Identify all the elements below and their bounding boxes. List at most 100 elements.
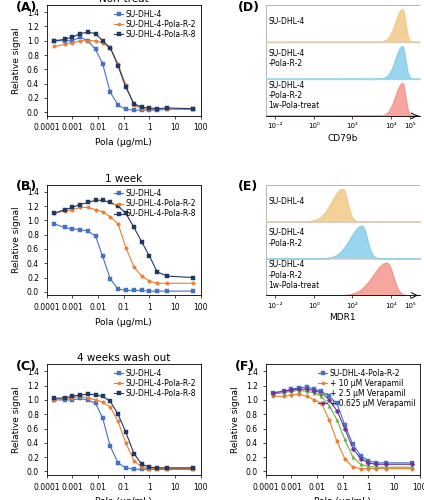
SU-DHL-4 (131, 107, 137, 113)
SU-DHL-4-Pola-R-8 (108, 398, 113, 404)
SU-DHL-4 (139, 107, 144, 113)
SU-DHL-4 (115, 286, 120, 292)
SU-DHL-4-Pola-R-2 (312, 386, 317, 392)
SU-DHL-4-Pola-R-2 (85, 38, 90, 44)
+ 0.625 μM Verapamil (366, 460, 371, 466)
SU-DHL-4-Pola-R-8 (131, 224, 137, 230)
SU-DHL-4 (70, 38, 75, 44)
SU-DHL-4-Pola-R-2 (62, 42, 67, 48)
+ 2.5 μM Verapamil (410, 464, 415, 470)
SU-DHL-4-Pola-R-2 (70, 40, 75, 46)
SU-DHL-4-Pola-R-2 (78, 394, 83, 400)
SU-DHL-4-Pola-R-8 (147, 253, 152, 259)
SU-DHL-4-Pola-R-2 (123, 440, 128, 446)
SU-DHL-4-Pola-R-8 (62, 395, 67, 401)
SU-DHL-4-Pola-R-2 (281, 388, 286, 394)
+ 2.5 μM Verapamil (326, 402, 332, 408)
SU-DHL-4-Pola-R-8 (52, 38, 57, 44)
+ 10 μM Verapamil (281, 394, 286, 400)
SU-DHL-4-Pola-R-2 (52, 397, 57, 403)
SU-DHL-4 (115, 102, 120, 108)
SU-DHL-4-Pola-R-2 (190, 280, 195, 286)
SU-DHL-4-Pola-R-2 (358, 452, 363, 458)
SU-DHL-4-Pola-R-8 (70, 34, 75, 40)
+ 10 μM Verapamil (374, 466, 379, 471)
Legend: SU-DHL-4, SU-DHL-4-Pola-R-2, SU-DHL-4-Pola-R-8: SU-DHL-4, SU-DHL-4-Pola-R-2, SU-DHL-4-Po… (114, 368, 197, 399)
SU-DHL-4-Pola-R-2 (342, 422, 347, 428)
SU-DHL-4-Pola-R-2 (147, 106, 152, 112)
SU-DHL-4 (70, 226, 75, 232)
+ 10 μM Verapamil (335, 438, 340, 444)
SU-DHL-4-Pola-R-8 (147, 464, 152, 470)
Line: SU-DHL-4-Pola-R-8: SU-DHL-4-Pola-R-8 (53, 392, 195, 469)
+ 10 μM Verapamil (271, 394, 276, 400)
SU-DHL-4 (165, 466, 170, 472)
+ 0.625 μM Verapamil (319, 390, 324, 396)
+ 2.5 μM Verapamil (342, 436, 347, 442)
SU-DHL-4-Pola-R-8 (131, 450, 137, 456)
+ 10 μM Verapamil (384, 466, 389, 471)
Line: SU-DHL-4-Pola-R-8: SU-DHL-4-Pola-R-8 (53, 30, 195, 110)
SU-DHL-4-Pola-R-2 (62, 208, 67, 214)
SU-DHL-4 (100, 253, 105, 259)
SU-DHL-4-Pola-R-2 (139, 464, 144, 470)
SU-DHL-4-Pola-R-2 (147, 466, 152, 471)
Title: 1 week: 1 week (105, 174, 142, 184)
SU-DHL-4-Pola-R-2 (78, 38, 83, 44)
Title: 4 weeks wash out: 4 weeks wash out (77, 354, 170, 364)
SU-DHL-4-Pola-R-2 (155, 466, 160, 471)
SU-DHL-4-Pola-R-2 (165, 106, 170, 112)
+ 0.625 μM Verapamil (312, 388, 317, 394)
SU-DHL-4 (190, 288, 195, 294)
+ 2.5 μM Verapamil (319, 394, 324, 400)
SU-DHL-4-Pola-R-8 (123, 84, 128, 90)
SU-DHL-4 (100, 415, 105, 421)
SU-DHL-4 (93, 400, 98, 406)
Text: (C): (C) (16, 360, 37, 372)
SU-DHL-4 (139, 466, 144, 472)
SU-DHL-4 (100, 60, 105, 66)
Line: + 2.5 μM Verapamil: + 2.5 μM Verapamil (272, 389, 414, 469)
SU-DHL-4-Pola-R-2 (85, 395, 90, 401)
SU-DHL-4-Pola-R-8 (93, 392, 98, 398)
+ 10 μM Verapamil (410, 466, 415, 471)
SU-DHL-4-Pola-R-8 (93, 30, 98, 36)
SU-DHL-4-Pola-R-2 (155, 106, 160, 112)
SU-DHL-4 (165, 288, 170, 294)
+ 0.625 μM Verapamil (410, 462, 415, 468)
SU-DHL-4-Pola-R-8 (70, 204, 75, 210)
SU-DHL-4-Pola-R-8 (115, 63, 120, 69)
SU-DHL-4-Pola-R-2 (165, 280, 170, 286)
SU-DHL-4 (123, 465, 128, 471)
SU-DHL-4 (70, 397, 75, 403)
SU-DHL-4-Pola-R-8 (123, 429, 128, 435)
SU-DHL-4-Pola-R-2 (108, 45, 113, 51)
SU-DHL-4-Pola-R-8 (62, 36, 67, 43)
SU-DHL-4 (139, 288, 144, 294)
SU-DHL-4-Pola-R-8 (108, 200, 113, 205)
+ 10 μM Verapamil (312, 397, 317, 403)
SU-DHL-4 (52, 221, 57, 227)
+ 2.5 μM Verapamil (281, 390, 286, 396)
SU-DHL-4-Pola-R-2 (147, 278, 152, 284)
SU-DHL-4 (93, 233, 98, 239)
SU-DHL-4-Pola-R-8 (78, 392, 83, 398)
Y-axis label: Relative signal: Relative signal (231, 386, 240, 453)
+ 2.5 μM Verapamil (312, 390, 317, 396)
+ 10 μM Verapamil (289, 392, 294, 398)
Line: + 10 μM Verapamil: + 10 μM Verapamil (272, 392, 414, 470)
SU-DHL-4 (155, 466, 160, 472)
SU-DHL-4-Pola-R-2 (139, 273, 144, 279)
SU-DHL-4-Pola-R-2 (123, 82, 128, 88)
Title: Non-treat: Non-treat (99, 0, 148, 4)
SU-DHL-4-Pola-R-8 (165, 105, 170, 111)
+ 0.625 μM Verapamil (326, 397, 332, 403)
Line: SU-DHL-4: SU-DHL-4 (53, 36, 195, 112)
Line: + 0.625 μM Verapamil: + 0.625 μM Verapamil (272, 388, 414, 466)
Y-axis label: Relative signal: Relative signal (12, 206, 21, 274)
SU-DHL-4-Pola-R-2 (85, 204, 90, 210)
+ 2.5 μM Verapamil (289, 388, 294, 394)
+ 0.625 μM Verapamil (289, 387, 294, 393)
SU-DHL-4 (78, 396, 83, 402)
+ 0.625 μM Verapamil (281, 388, 286, 394)
